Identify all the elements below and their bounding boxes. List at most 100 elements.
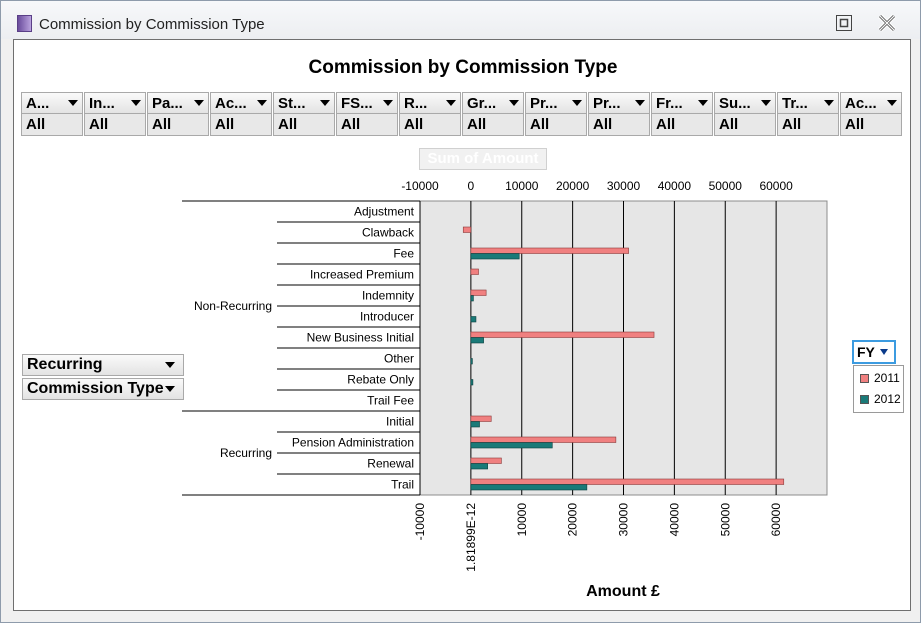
close-icon[interactable] [877, 13, 897, 33]
filter-value[interactable]: All [777, 114, 839, 136]
filter-field-button[interactable]: Pr... [588, 92, 650, 114]
filter-field-button[interactable]: FS... [336, 92, 398, 114]
category-label: Other [384, 352, 414, 366]
x-tick-label-top: -10000 [401, 179, 439, 193]
filter-value[interactable]: All [840, 114, 902, 136]
dropdown-arrow-icon [880, 349, 888, 355]
legend-label: 2011 [874, 371, 900, 385]
filter-value[interactable]: All [525, 114, 587, 136]
bar-2012 [470, 442, 553, 449]
app-icon [17, 15, 32, 32]
filter-field-label: A... [26, 94, 50, 112]
filter-value[interactable]: All [399, 114, 461, 136]
legend-label: 2012 [874, 392, 901, 406]
filter-field-label: Pr... [530, 94, 558, 112]
filter-column: Ac... All [840, 92, 903, 136]
filter-field-label: Fr... [656, 94, 683, 112]
legend-item: 2011 [860, 371, 900, 385]
filter-value[interactable]: All [84, 114, 146, 136]
filter-value[interactable]: All [210, 114, 272, 136]
legend-item: 2012 [860, 392, 901, 406]
filter-field-button[interactable]: A... [21, 92, 83, 114]
filter-field-button[interactable]: Ac... [840, 92, 902, 114]
x-tick-label-top: 20000 [556, 179, 590, 193]
filter-column: FS... All [336, 92, 399, 136]
filter-column: Tr... All [777, 92, 840, 136]
report-filter-bar: A... All In... All Pa... All Ac... All St... All F… [21, 92, 903, 136]
bar-2011 [470, 457, 502, 464]
restore-icon[interactable] [836, 15, 852, 31]
dropdown-arrow-icon [761, 100, 771, 106]
filter-field-button[interactable]: Ac... [210, 92, 272, 114]
category-label: Fee [393, 247, 414, 261]
filter-value[interactable]: All [714, 114, 776, 136]
filter-value[interactable]: All [21, 114, 83, 136]
filter-value[interactable]: All [588, 114, 650, 136]
bar-2011 [470, 436, 617, 443]
category-label: Adjustment [354, 205, 415, 219]
row-field-recurring-button[interactable]: Recurring [22, 354, 184, 376]
dropdown-arrow-icon [698, 100, 708, 106]
filter-field-button[interactable]: Tr... [777, 92, 839, 114]
filter-column: Pa... All [147, 92, 210, 136]
category-label: Introducer [360, 310, 414, 324]
bar-chart: -10000 0 10000 20000 30000 40000 50000 60000 -10… [182, 179, 828, 600]
filter-field-label: Tr... [782, 94, 808, 112]
pivot-chart-area: Commission by Commission Type A... All In.… [13, 39, 911, 611]
x-tick-label-top: 60000 [759, 179, 793, 193]
dropdown-arrow-icon [165, 362, 175, 368]
dropdown-arrow-icon [572, 100, 582, 106]
row-field-commission-type-button[interactable]: Commission Type [22, 378, 184, 400]
filter-field-button[interactable]: Pr... [525, 92, 587, 114]
filter-value[interactable]: All [336, 114, 398, 136]
dropdown-arrow-icon [635, 100, 645, 106]
filter-column: St... All [273, 92, 336, 136]
filter-value[interactable]: All [273, 114, 335, 136]
group-label: Non-Recurring [194, 299, 272, 313]
sum-of-amount-button[interactable]: Sum of Amount [419, 148, 547, 170]
bar-2011 [470, 289, 487, 296]
x-tick-label-top: 30000 [607, 179, 641, 193]
filter-column: Ac... All [210, 92, 273, 136]
filter-field-button[interactable]: Pa... [147, 92, 209, 114]
x-tick-label-top: 0 [468, 179, 475, 193]
filter-field-label: Ac... [215, 94, 247, 112]
category-label: Clawback [362, 226, 415, 240]
category-label: Rebate Only [347, 373, 414, 387]
filter-field-button[interactable]: R... [399, 92, 461, 114]
filter-value[interactable]: All [651, 114, 713, 136]
x-tick-label-bottom: 40000 [667, 503, 681, 537]
filter-field-button[interactable]: Su... [714, 92, 776, 114]
category-label: Trail [391, 478, 414, 492]
bar-2011 [470, 415, 492, 422]
filter-field-label: St... [278, 94, 306, 112]
dropdown-arrow-icon [68, 100, 78, 106]
filter-field-button[interactable]: St... [273, 92, 335, 114]
filter-column: In... All [84, 92, 147, 136]
legend-field-fy-button[interactable]: FY [852, 340, 896, 364]
dropdown-arrow-icon [320, 100, 330, 106]
row-field-label: Commission Type [27, 380, 164, 397]
bar-2011 [462, 226, 472, 233]
filter-column: Fr... All [651, 92, 714, 136]
x-tick-label-bottom: 60000 [769, 503, 783, 537]
dropdown-arrow-icon [165, 386, 175, 392]
x-tick-label-bottom: -10000 [413, 503, 427, 541]
bar-2011 [470, 247, 629, 254]
x-tick-label-top: 40000 [658, 179, 692, 193]
filter-field-button[interactable]: In... [84, 92, 146, 114]
window-title: Commission by Commission Type [39, 16, 265, 33]
dropdown-arrow-icon [824, 100, 834, 106]
filter-value[interactable]: All [147, 114, 209, 136]
x-tick-label-top: 50000 [709, 179, 743, 193]
category-label: Trail Fee [367, 394, 414, 408]
dropdown-arrow-icon [446, 100, 456, 106]
filter-field-button[interactable]: Gr... [462, 92, 524, 114]
bar-2012 [470, 253, 520, 260]
bar-2011 [470, 268, 479, 275]
bar-2012 [470, 295, 474, 302]
group-label: Recurring [220, 446, 272, 460]
filter-field-button[interactable]: Fr... [651, 92, 713, 114]
filter-value[interactable]: All [462, 114, 524, 136]
x-tick-label-bottom: 10000 [515, 503, 529, 537]
